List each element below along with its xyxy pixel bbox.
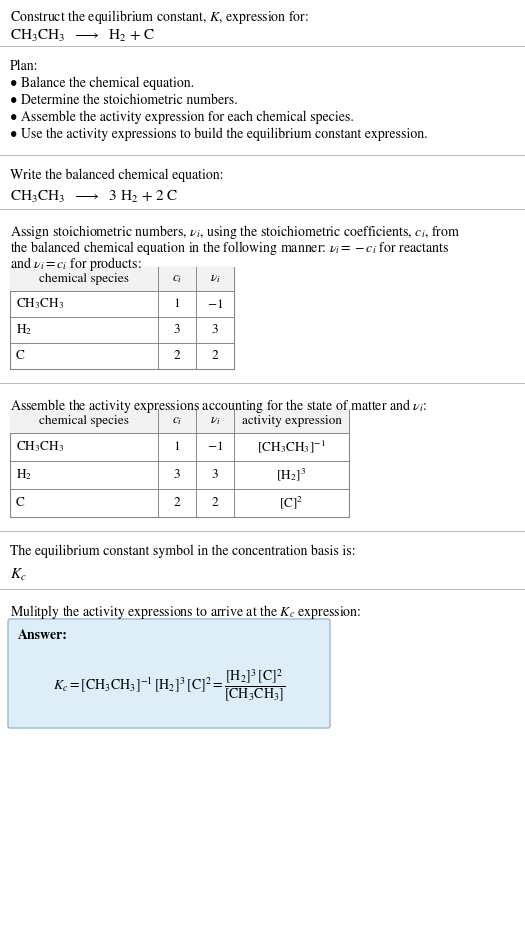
Bar xyxy=(10,409,349,433)
Text: $c_i$: $c_i$ xyxy=(172,273,182,284)
Text: CH$_3$CH$_3$  $\longrightarrow$  3 H$_2$ + 2 C: CH$_3$CH$_3$ $\longrightarrow$ 3 H$_2$ +… xyxy=(10,189,178,205)
Text: $[\mathrm{C}]^2$: $[\mathrm{C}]^2$ xyxy=(279,495,303,512)
Text: 2: 2 xyxy=(174,350,181,362)
Text: Answer:: Answer: xyxy=(18,629,68,642)
Text: H$_2$: H$_2$ xyxy=(16,322,32,337)
Text: • Use the activity expressions to build the equilibrium constant expression.: • Use the activity expressions to build … xyxy=(10,128,428,141)
Text: chemical species: chemical species xyxy=(39,415,129,427)
Text: $[\mathrm{CH_3CH_3}]^{-1}$: $[\mathrm{CH_3CH_3}]^{-1}$ xyxy=(257,439,326,455)
Text: activity expression: activity expression xyxy=(242,415,341,427)
Text: chemical species: chemical species xyxy=(39,273,129,285)
Bar xyxy=(10,267,234,291)
Bar xyxy=(10,409,349,517)
Text: $\mathit{K}_c$: $\mathit{K}_c$ xyxy=(10,567,27,583)
Text: CH$_3$CH$_3$: CH$_3$CH$_3$ xyxy=(16,440,65,454)
Text: $K_c = [\mathrm{CH_3CH_3}]^{-1}\,[\mathrm{H_2}]^3\,[\mathrm{C}]^2 = \dfrac{[\mat: $K_c = [\mathrm{CH_3CH_3}]^{-1}\,[\mathr… xyxy=(52,668,285,704)
Text: C: C xyxy=(16,350,25,362)
Text: $-1$: $-1$ xyxy=(207,441,223,453)
Text: The equilibrium constant symbol in the concentration basis is:: The equilibrium constant symbol in the c… xyxy=(10,545,355,559)
Text: Plan:: Plan: xyxy=(10,60,38,73)
FancyBboxPatch shape xyxy=(8,619,330,728)
Text: 1: 1 xyxy=(174,298,181,310)
Text: C: C xyxy=(16,497,25,509)
Text: and $\nu_i = c_i$ for products:: and $\nu_i = c_i$ for products: xyxy=(10,255,142,273)
Text: 3: 3 xyxy=(212,469,218,480)
Text: 2: 2 xyxy=(212,350,218,362)
Text: • Balance the chemical equation.: • Balance the chemical equation. xyxy=(10,77,194,90)
Text: Assign stoichiometric numbers, $\nu_i$, using the stoichiometric coefficients, $: Assign stoichiometric numbers, $\nu_i$, … xyxy=(10,223,460,241)
Bar xyxy=(10,267,234,369)
Text: CH$_3$CH$_3$: CH$_3$CH$_3$ xyxy=(16,297,65,312)
Text: • Determine the stoichiometric numbers.: • Determine the stoichiometric numbers. xyxy=(10,94,238,107)
Text: 3: 3 xyxy=(174,324,180,336)
Text: Write the balanced chemical equation:: Write the balanced chemical equation: xyxy=(10,169,224,183)
Text: Assemble the activity expressions accounting for the state of matter and $\nu_i$: Assemble the activity expressions accoun… xyxy=(10,397,427,415)
Text: $c_i$: $c_i$ xyxy=(172,415,182,427)
Text: 2: 2 xyxy=(212,497,218,509)
Text: $[\mathrm{H_2}]^3$: $[\mathrm{H_2}]^3$ xyxy=(277,466,307,483)
Text: $\nu_i$: $\nu_i$ xyxy=(209,272,220,285)
Text: 1: 1 xyxy=(174,441,181,453)
Text: the balanced chemical equation in the following manner: $\nu_i = -c_i$ for react: the balanced chemical equation in the fo… xyxy=(10,239,449,257)
Text: 3: 3 xyxy=(212,324,218,336)
Text: CH$_3$CH$_3$  $\longrightarrow$  H$_2$ + C: CH$_3$CH$_3$ $\longrightarrow$ H$_2$ + C xyxy=(10,28,155,44)
Text: H$_2$: H$_2$ xyxy=(16,467,32,482)
Text: Construct the equilibrium constant, $K$, expression for:: Construct the equilibrium constant, $K$,… xyxy=(10,8,309,26)
Text: 3: 3 xyxy=(174,469,180,480)
Text: $\nu_i$: $\nu_i$ xyxy=(209,414,220,428)
Text: Mulitply the activity expressions to arrive at the $K_c$ expression:: Mulitply the activity expressions to arr… xyxy=(10,603,361,621)
Text: $-1$: $-1$ xyxy=(207,298,223,311)
Text: 2: 2 xyxy=(174,497,181,509)
Text: • Assemble the activity expression for each chemical species.: • Assemble the activity expression for e… xyxy=(10,111,354,124)
